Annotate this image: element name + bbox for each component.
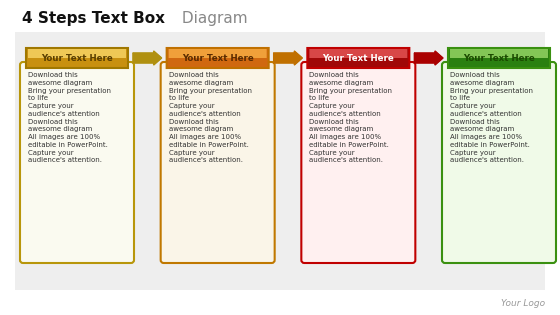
FancyBboxPatch shape — [448, 48, 550, 68]
Polygon shape — [274, 51, 302, 65]
Text: Your Text Here: Your Text Here — [41, 54, 113, 63]
FancyBboxPatch shape — [307, 48, 409, 68]
Text: Diagram: Diagram — [177, 10, 248, 26]
Text: Download this
awesome diagram
Bring your presentation
to life
Capture your
audie: Download this awesome diagram Bring your… — [169, 72, 251, 163]
FancyBboxPatch shape — [450, 49, 548, 58]
FancyBboxPatch shape — [161, 62, 274, 263]
FancyBboxPatch shape — [169, 49, 267, 58]
FancyBboxPatch shape — [26, 48, 128, 68]
Text: Your Text Here: Your Text Here — [463, 54, 535, 63]
Polygon shape — [414, 51, 443, 65]
FancyBboxPatch shape — [301, 62, 416, 263]
FancyBboxPatch shape — [28, 49, 126, 58]
FancyBboxPatch shape — [442, 62, 556, 263]
FancyBboxPatch shape — [309, 49, 407, 58]
FancyBboxPatch shape — [167, 48, 269, 68]
Text: 4 Steps Text Box: 4 Steps Text Box — [22, 10, 165, 26]
Text: Download this
awesome diagram
Bring your presentation
to life
Capture your
audie: Download this awesome diagram Bring your… — [309, 72, 393, 163]
FancyBboxPatch shape — [20, 62, 134, 263]
FancyBboxPatch shape — [15, 32, 545, 290]
Text: Your Text Here: Your Text Here — [182, 54, 254, 63]
Text: Download this
awesome diagram
Bring your presentation
to life
Capture your
audie: Download this awesome diagram Bring your… — [450, 72, 533, 163]
Polygon shape — [133, 51, 162, 65]
Text: Your Text Here: Your Text Here — [323, 54, 394, 63]
Text: Your Logo: Your Logo — [501, 299, 545, 308]
Text: Download this
awesome diagram
Bring your presentation
to life
Capture your
audie: Download this awesome diagram Bring your… — [28, 72, 111, 163]
